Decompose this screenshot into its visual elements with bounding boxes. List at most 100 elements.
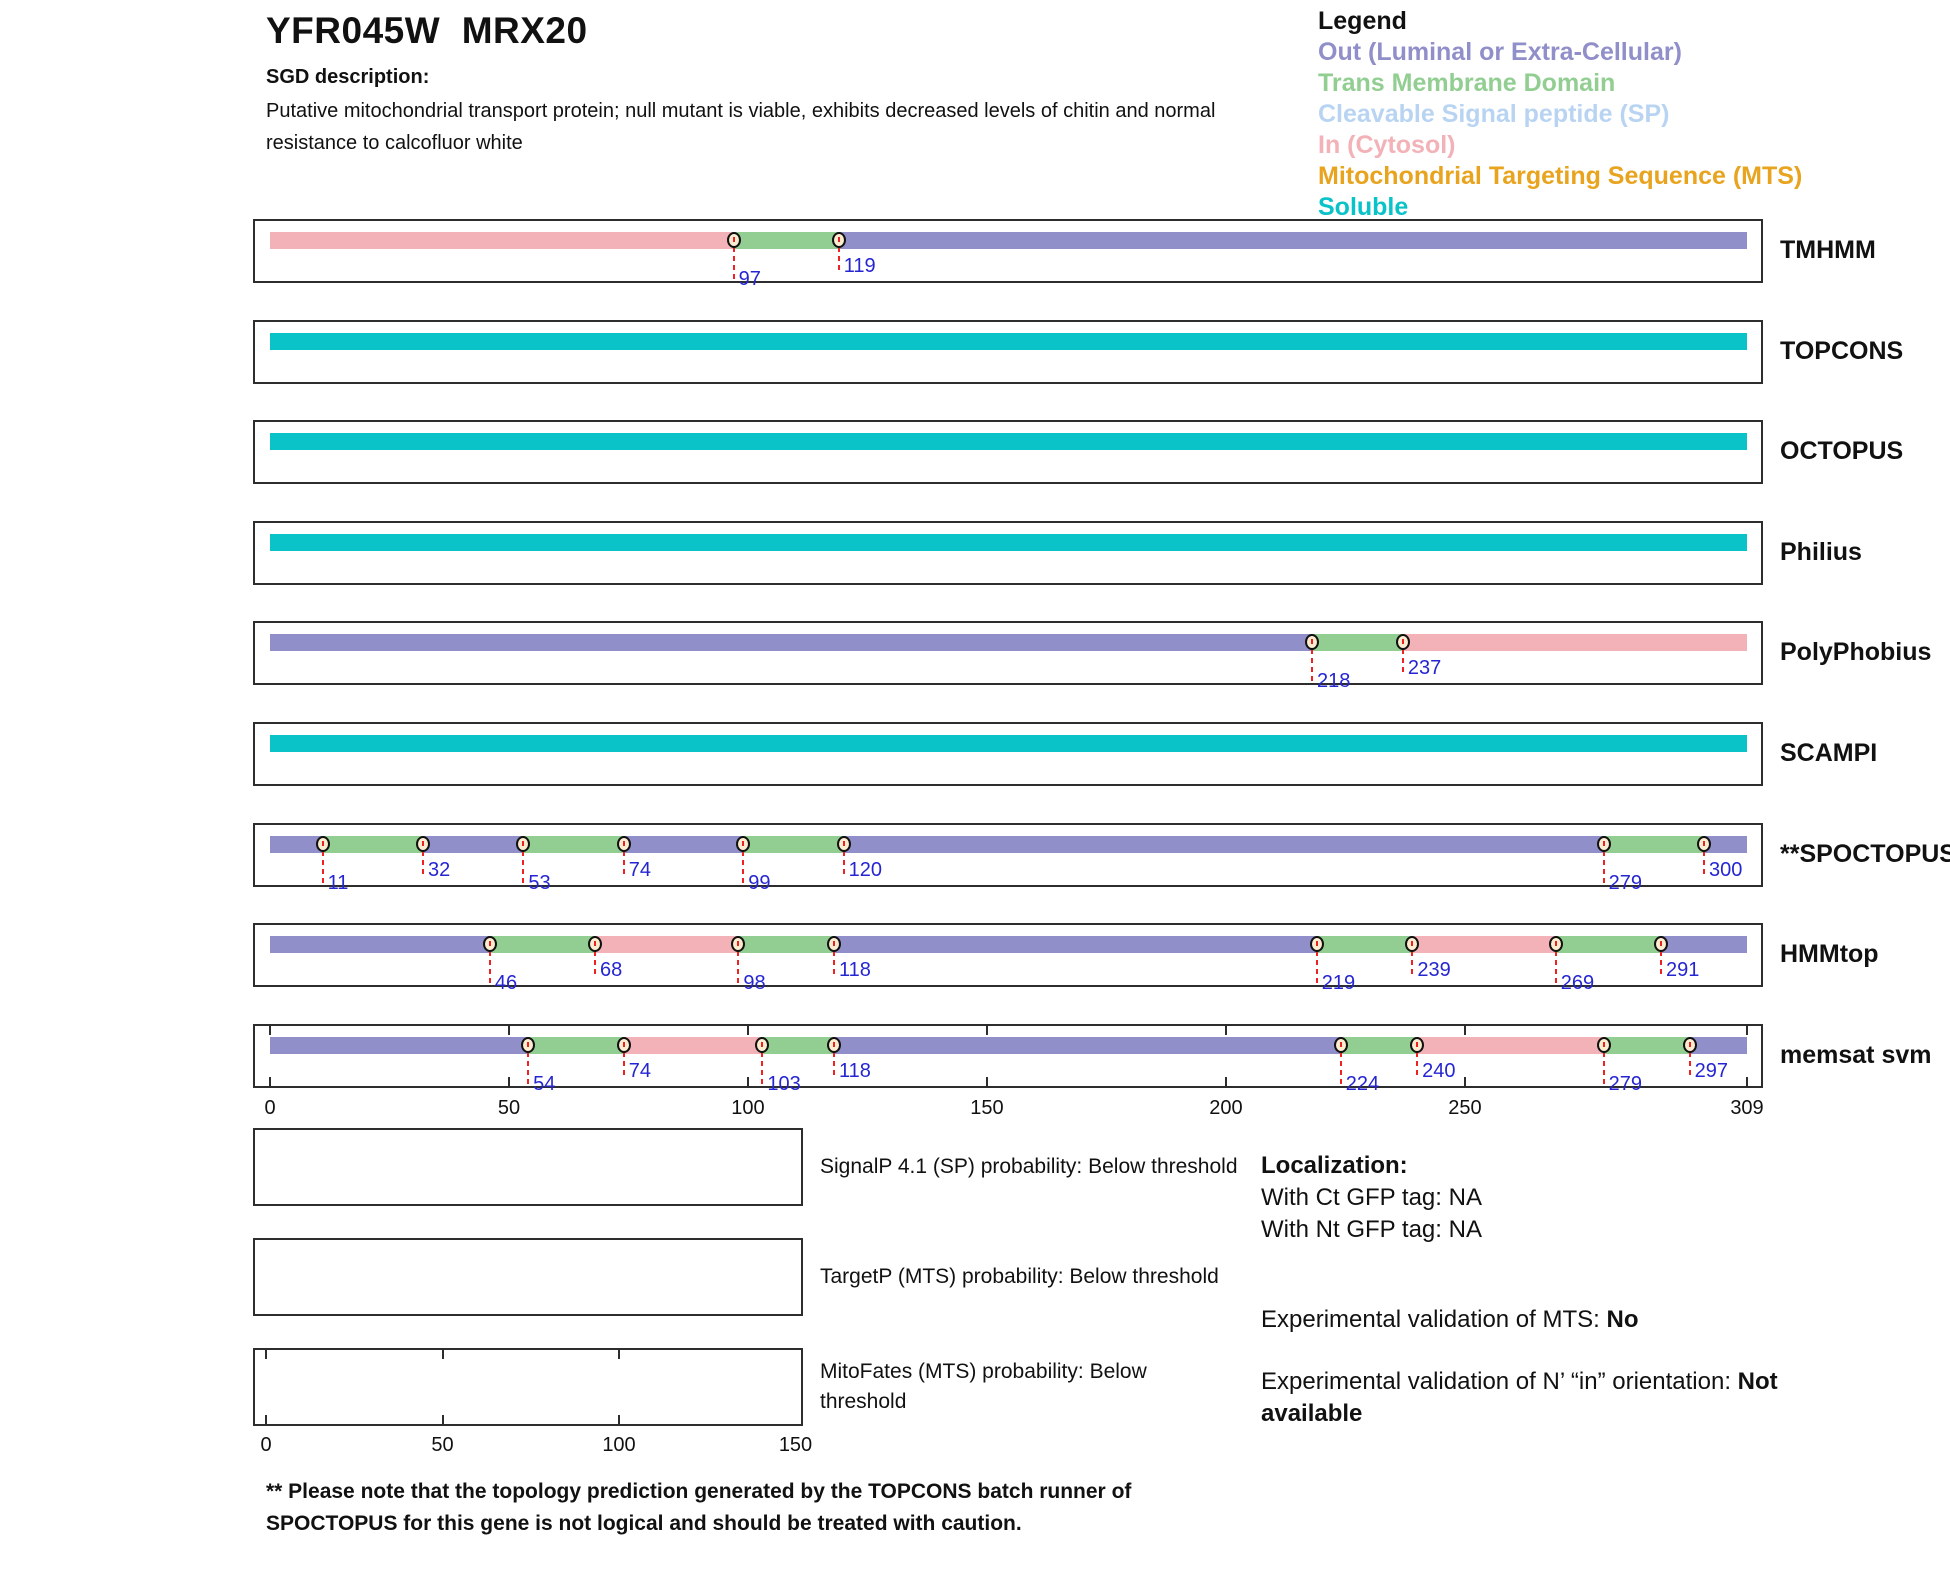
- legend-items: Out (Luminal or Extra-Cellular) Trans Mem…: [1318, 37, 1802, 223]
- probability-plot-label-2: TargetP (MTS) probability: Below thresho…: [820, 1265, 1219, 1288]
- topology-segment-out: [623, 836, 744, 853]
- topology-segment-tm: [528, 1037, 624, 1054]
- plot-tick-mark: [441, 1415, 444, 1424]
- marker-position-label: 120: [848, 859, 882, 881]
- marker-dash-line: [421, 851, 424, 876]
- plot-axis-tick-label: 0: [260, 1434, 272, 1456]
- topology-segment-tm: [1603, 836, 1704, 853]
- marker-inner-dash: [737, 941, 740, 946]
- marker-dash-line: [1315, 951, 1318, 986]
- topology-segment-soluble: [270, 333, 1747, 350]
- marker-dash-line: [1659, 951, 1662, 976]
- axis-tick-mark: [746, 1026, 749, 1035]
- marker-dash-line: [488, 951, 491, 986]
- footnote-line-2: SPOCTOPUS for this gene is not logical a…: [266, 1512, 1022, 1535]
- mts-validation-line: Experimental validation of MTS: No: [1261, 1306, 1639, 1333]
- topology-segment-tm: [1312, 634, 1403, 651]
- marker-inner-dash: [1702, 841, 1705, 846]
- localization-nt-line: With Nt GFP tag: NA: [1261, 1216, 1482, 1243]
- axis-tick-mark: [1463, 1077, 1466, 1086]
- topology-segment-tm: [322, 836, 423, 853]
- marker-position-label: 68: [600, 959, 623, 981]
- x-axis-tick-label: 309: [1730, 1097, 1764, 1119]
- marker-position-label: 224: [1345, 1073, 1380, 1095]
- sgd-description-line-1: Putative mitochondrial transport protein…: [266, 100, 1216, 122]
- topology-segment-in: [270, 232, 734, 249]
- axis-tick-mark: [1224, 1026, 1227, 1035]
- marker-position-label: 237: [1407, 657, 1442, 679]
- marker-position-label: 74: [628, 1060, 651, 1082]
- marker-position-label: 300: [1708, 859, 1743, 881]
- topology-segment-tm: [1555, 936, 1661, 953]
- axis-tick-mark: [1746, 1026, 1748, 1035]
- probability-plot-box-2: [253, 1238, 803, 1316]
- page-title: YFR045W MRX20: [266, 10, 588, 51]
- track-box-tmhmm: [253, 219, 1763, 283]
- marker-inner-dash: [522, 841, 525, 846]
- marker-inner-dash: [594, 941, 597, 946]
- topology-segment-in: [623, 1037, 763, 1054]
- axis-tick-mark: [985, 1077, 988, 1086]
- legend-item-mitochondrial: Mitochondrial Targeting Sequence (MTS): [1318, 162, 1803, 190]
- topology-segment-out: [270, 634, 1313, 651]
- topology-segment-out: [1660, 936, 1747, 953]
- topology-segment-out: [1689, 1037, 1747, 1054]
- marker-position-label: 240: [1422, 1060, 1456, 1082]
- topology-segment-out: [270, 1037, 529, 1054]
- plot-tick-mark: [265, 1350, 267, 1359]
- x-axis-tick-label: 0: [264, 1097, 276, 1119]
- probability-plot-label-3: MitoFates (MTS) probability: Below thres…: [820, 1360, 1147, 1413]
- marker-dash-line: [527, 1052, 530, 1087]
- marker-position-label: 11: [327, 872, 349, 894]
- legend-item-soluble: Soluble: [1318, 193, 1409, 221]
- marker-dash-line: [594, 951, 597, 976]
- marker-inner-dash: [1688, 1042, 1691, 1047]
- localization-block: Localization: With Ct GFP tag: NA With N…: [1261, 1150, 1846, 1430]
- x-axis-tick-label: 150: [970, 1097, 1004, 1119]
- marker-inner-dash: [1411, 941, 1414, 946]
- plot-tick-mark: [265, 1415, 267, 1424]
- topology-segment-tm: [489, 936, 596, 953]
- axis-tick-mark: [985, 1026, 988, 1035]
- probability-plot-box-3: [253, 1348, 803, 1426]
- legend-title: Legend: [1318, 7, 1407, 35]
- marker-position-label: 219: [1321, 972, 1356, 994]
- marker-dash-line: [1602, 1052, 1605, 1087]
- mts-validation-value: No: [1606, 1306, 1639, 1333]
- track-label-polyphobius: PolyPhobius: [1780, 638, 1932, 666]
- marker-inner-dash: [833, 1042, 836, 1047]
- plot-axis-tick-label: 150: [778, 1434, 813, 1456]
- x-axis-tick-label: 250: [1448, 1097, 1482, 1119]
- track-box-scampi: [253, 722, 1763, 786]
- topology-segment-in: [1412, 936, 1556, 953]
- marker-dash-line: [522, 851, 525, 886]
- sgd-description-line-2: resistance to calcofluor white: [266, 132, 523, 154]
- track-box-memsat-svm: [253, 1024, 1763, 1088]
- legend: Legend Out (Luminal or Extra-Cellular) Tr…: [1318, 6, 1802, 223]
- track-label-philius: Philius: [1780, 538, 1862, 566]
- marker-inner-dash: [761, 1042, 764, 1047]
- track-box-hmmtop: [253, 923, 1763, 987]
- x-axis-tick-label: 50: [497, 1097, 521, 1119]
- topology-segment-tm: [733, 232, 839, 249]
- marker-dash-line: [737, 951, 740, 986]
- track-label-spoctopus: **SPOCTOPUS: [1780, 840, 1950, 868]
- marker-dash-line: [732, 247, 735, 282]
- track-box-philius: [253, 521, 1763, 585]
- topology-segment-in: [595, 936, 739, 953]
- sgd-description-heading: SGD description:: [266, 66, 430, 88]
- topology-segment-tm: [1316, 936, 1413, 953]
- marker-inner-dash: [622, 1042, 625, 1047]
- legend-item-in: In (Cytosol): [1318, 131, 1456, 159]
- topology-segment-in: [1402, 634, 1747, 651]
- marker-dash-line: [1411, 951, 1414, 976]
- marker-inner-dash: [842, 841, 845, 846]
- marker-dash-line: [1401, 649, 1404, 674]
- marker-position-label: 291: [1665, 959, 1700, 981]
- marker-inner-dash: [1554, 941, 1557, 946]
- plot-tick-mark: [441, 1350, 444, 1359]
- marker-position-label: 269: [1560, 972, 1595, 994]
- marker-inner-dash: [1602, 841, 1605, 846]
- marker-position-label: 97: [738, 268, 761, 290]
